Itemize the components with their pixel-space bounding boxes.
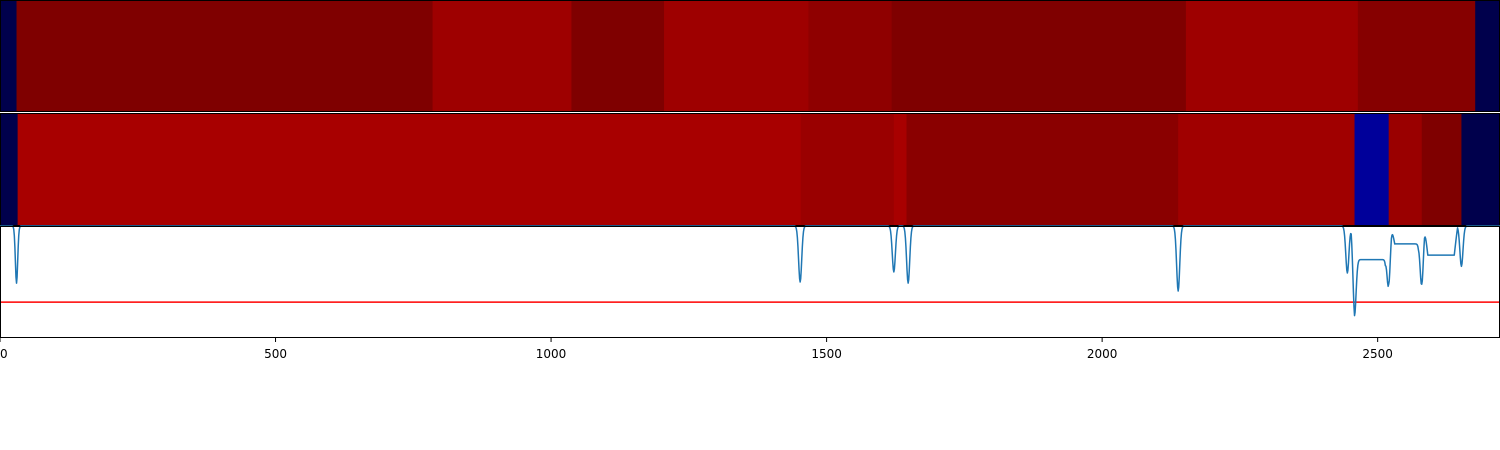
heatmap-1-segment-0 (0, 0, 18, 112)
heatmap-1-segment-9 (1475, 0, 1500, 112)
heatmap-1-segment-6 (891, 0, 1187, 112)
heatmap-1-segment-5 (808, 0, 893, 112)
heatmap-1-segment-2 (432, 0, 572, 112)
heatmap-2-segment-1 (17, 113, 802, 226)
heatmap-panel-2 (0, 113, 1500, 226)
x-tick-label: 1500 (811, 347, 842, 361)
heatmap-2-segment-3 (893, 113, 908, 226)
heatmap-2-segment-0 (0, 113, 19, 226)
heatmap-1-segment-4 (664, 0, 809, 112)
x-tick-label: 2000 (1087, 347, 1118, 361)
x-tick-label: 1000 (536, 347, 567, 361)
x-axis: 0 500 1000 1500 2000 2500 (0, 338, 1393, 361)
x-tick-label: 0 (0, 347, 8, 361)
heatmap-1-segment-3 (571, 0, 665, 112)
line-panel (0, 225, 1500, 338)
heatmap-2-segment-6 (1354, 113, 1390, 226)
heatmap-1-segment-1 (16, 0, 434, 112)
heatmap-1-segment-7 (1185, 0, 1359, 112)
line-plot-background (0, 226, 1500, 338)
heatmap-1-segment-8 (1357, 0, 1476, 112)
heatmap-2-segment-5 (1178, 113, 1356, 226)
x-tick-label: 2500 (1362, 347, 1393, 361)
heatmap-2-segment-4 (906, 113, 1179, 226)
heatmap-panel-1 (0, 0, 1500, 112)
x-tick-label: 500 (264, 347, 287, 361)
heatmap-2-segment-2 (800, 113, 895, 226)
heatmap-2-segment-9 (1461, 113, 1500, 226)
heatmap-2-segment-7 (1388, 113, 1423, 226)
heatmap-2-segment-8 (1421, 113, 1462, 226)
